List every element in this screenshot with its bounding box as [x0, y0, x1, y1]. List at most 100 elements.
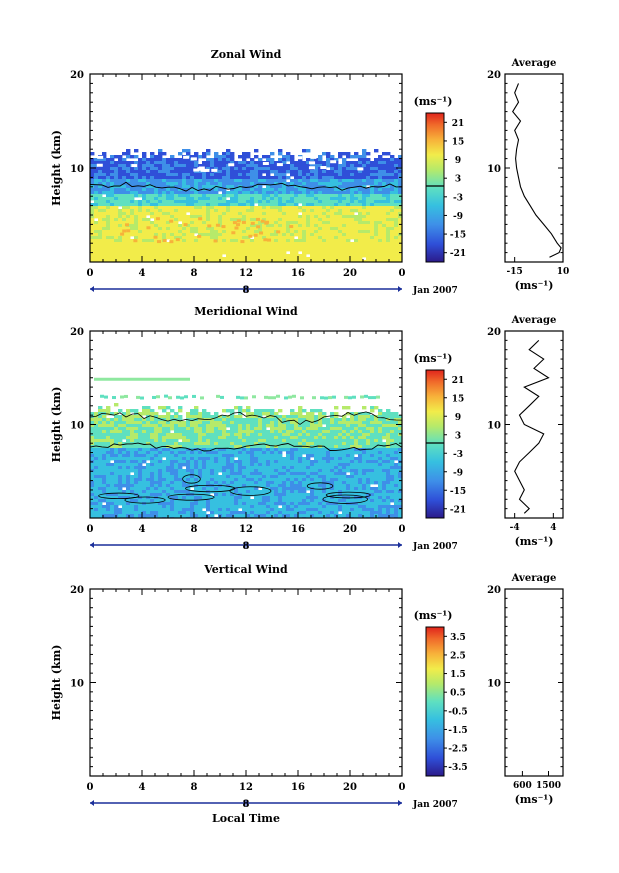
profile-y-tick: 10: [487, 164, 501, 175]
colorbar-tick-label: 3: [455, 431, 461, 441]
x-tick-label: 0: [399, 524, 406, 535]
colorbar-units: (ms⁻¹): [414, 95, 453, 108]
y-tick-label: 20: [70, 327, 84, 338]
colorbar-tick-label: 3: [455, 175, 461, 185]
y-axis-label: Height (km): [50, 645, 63, 721]
profile-x-tick: 1500: [536, 781, 561, 791]
y-tick-label: 20: [70, 585, 84, 596]
colorbar-tick-label: -15: [450, 231, 466, 241]
colorbar-tick-label: 21: [452, 119, 465, 129]
profile-y-tick: 20: [487, 585, 501, 596]
profile-line: [514, 340, 550, 514]
x-tick-label: 0: [87, 782, 94, 793]
panel-2: Meridional Wind 20 10 Height (km) 0 4 8 12 16 20 0…: [50, 305, 564, 552]
colorbar-tick-label: -3: [453, 450, 463, 460]
y-axis-label: Height (km): [50, 130, 63, 206]
colorbar-tick-label: -2.5: [448, 745, 467, 755]
y-tick-label: 10: [70, 164, 84, 175]
colorbar: (ms⁻¹) 21 15 9 3 -3 -9 -15 -21: [414, 352, 466, 519]
zero-contour: [90, 442, 402, 452]
x-tick-label: 12: [239, 268, 253, 279]
wind-field: [90, 149, 402, 262]
x-tick-label: 16: [291, 524, 305, 535]
x-tick-label: 0: [87, 524, 94, 535]
x-tick-label: 0: [399, 268, 406, 279]
date-label: Jan 2007: [412, 286, 458, 296]
colorbar-tick-label: -9: [453, 212, 463, 222]
profile-line: [512, 83, 562, 258]
panel-title: Zonal Wind: [211, 48, 282, 61]
colorbar: (ms⁻¹) 21 15 9 3 -3 -9 -15 -21: [414, 95, 466, 263]
profile-x-tick: 4: [550, 523, 556, 533]
x-tick-label: 16: [291, 268, 305, 279]
colorbar-tick-label: -21: [450, 249, 466, 259]
date-label: Jan 2007: [412, 542, 458, 552]
colorbar-tick-label: -3.5: [448, 763, 467, 773]
x-tick-label: 16: [291, 782, 305, 793]
panel-1: Zonal Wind 20 10 Height (km) 0 4 8 12 16 20 0 8 Jan …: [50, 48, 569, 296]
colorbar-tick-label: -0.5: [448, 707, 467, 717]
y-tick-label: 20: [70, 70, 84, 81]
profile-x-tick: -15: [507, 267, 523, 277]
date-marker: 8: [243, 541, 250, 552]
colorbar-units: (ms⁻¹): [414, 352, 453, 365]
x-tick-label: 20: [343, 524, 357, 535]
x-tick-label: 0: [399, 782, 406, 793]
profile-y-tick: 10: [487, 679, 501, 690]
x-tick-label: 8: [191, 782, 198, 793]
profile-units: (ms⁻¹): [515, 279, 554, 292]
x-tick-label: 0: [87, 268, 94, 279]
y-axis-label: Height (km): [50, 387, 63, 463]
profile-x-tick: 10: [557, 267, 570, 277]
x-tick-label: 8: [191, 524, 198, 535]
x-tick-label: 12: [239, 524, 253, 535]
colorbar-tick-label: 21: [452, 376, 465, 386]
profile-title: Average: [511, 58, 557, 69]
colorbar-tick-label: -9: [453, 468, 463, 478]
colorbar-tick-label: 2.5: [450, 651, 466, 661]
date-marker: 8: [243, 285, 250, 296]
profile-units: (ms⁻¹): [515, 793, 554, 806]
colorbar: (ms⁻¹) 3.5 2.5 1.5 0.5 -0.5 -1.5 -2.5 -3.5: [414, 609, 468, 777]
x-tick-label: 4: [139, 782, 146, 793]
x-tick-label: 12: [239, 782, 253, 793]
zero-contour: [90, 181, 402, 192]
x-tick-label: 20: [343, 268, 357, 279]
y-tick-label: 10: [70, 679, 84, 690]
profile-y-tick: 20: [487, 327, 501, 338]
panel-3: Vertical Wind 20 10 Height (km) 0 4 8 12 16 20 0 8 J…: [50, 563, 564, 825]
profile-x-tick: 600: [513, 781, 532, 791]
colorbar-tick-label: 3.5: [450, 633, 466, 643]
date-label: Jan 2007: [412, 800, 458, 810]
colorbar-tick-label: 0.5: [450, 689, 466, 699]
panel-title: Vertical Wind: [203, 563, 288, 576]
colorbar-units: (ms⁻¹): [414, 609, 453, 622]
profile-title: Average: [511, 315, 557, 326]
profile-units: (ms⁻¹): [515, 535, 554, 548]
colorbar-tick-label: 15: [452, 137, 465, 147]
profile-y-tick: 20: [487, 70, 501, 81]
colorbar-tick-label: -1.5: [448, 726, 467, 736]
panel-title: Meridional Wind: [194, 305, 298, 318]
wind-field: [90, 377, 402, 518]
colorbar-tick-label: 15: [452, 394, 465, 404]
plot-frame: [89, 588, 403, 777]
profile-y-tick: 10: [487, 421, 501, 432]
colorbar-tick-label: 1.5: [450, 670, 466, 680]
colorbar-tick-label: -15: [450, 487, 466, 497]
profile-title: Average: [511, 573, 557, 584]
x-tick-label: 20: [343, 782, 357, 793]
colorbar-tick-label: 9: [455, 413, 461, 423]
x-tick-label: 4: [139, 268, 146, 279]
x-tick-label: 8: [191, 268, 198, 279]
average-profile: Average 20 10 -4 4 (ms⁻¹): [487, 315, 564, 548]
x-axis-label: Local Time: [212, 812, 280, 825]
y-tick-label: 10: [70, 421, 84, 432]
x-tick-label: 4: [139, 524, 146, 535]
colorbar-tick-label: -3: [453, 193, 463, 203]
average-profile: Average 20 10 600 1500 (ms⁻¹): [487, 573, 564, 806]
profile-x-tick: -4: [510, 523, 520, 533]
colorbar-tick-label: -21: [450, 505, 466, 515]
